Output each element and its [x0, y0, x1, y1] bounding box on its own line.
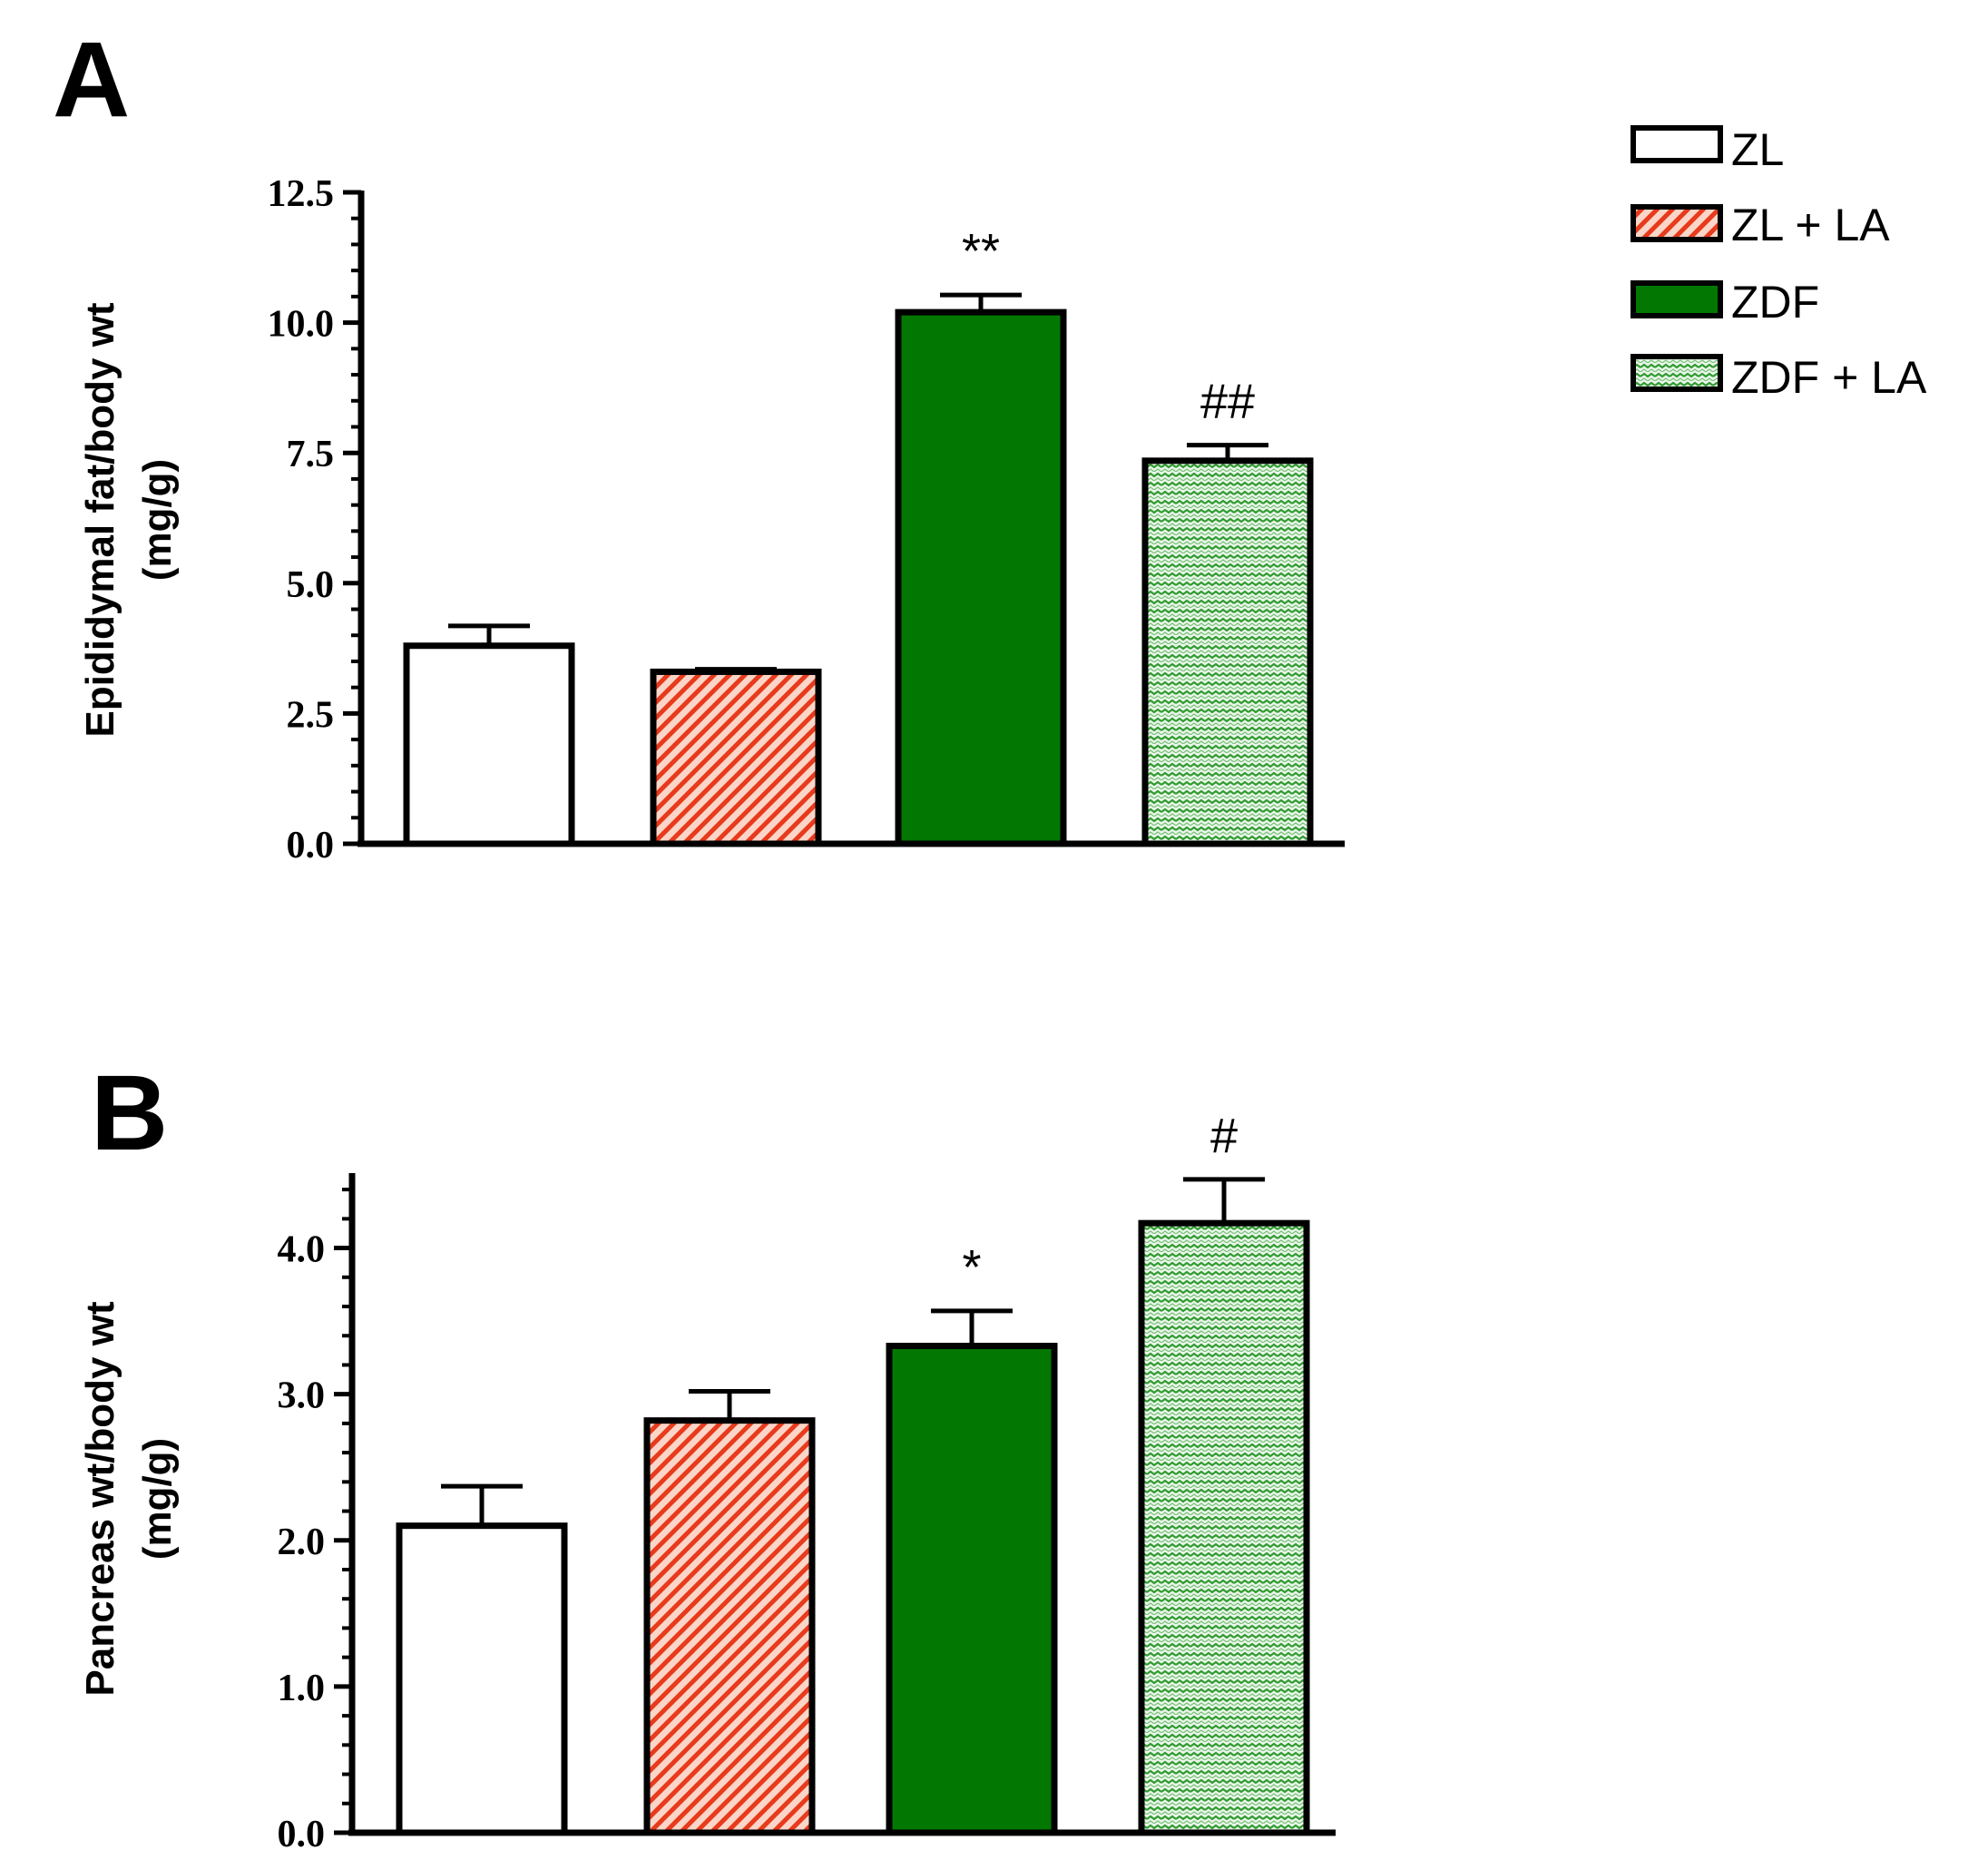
legend-label-zl: ZL [1731, 124, 1784, 175]
panel-a: A Epididymal fat/body wt (mg/g) 0.0 2.5 5.… [53, 20, 1345, 866]
legend-label-zdf: ZDF [1731, 277, 1819, 328]
panel-b-tick-label: 4.0 [278, 1229, 326, 1271]
panel-a-bar-zdf [895, 308, 1067, 847]
panel-b-tick-label: 1.0 [278, 1668, 326, 1709]
legend-swatch-zl [1631, 125, 1723, 163]
panel-b-bar-zdf [886, 1343, 1058, 1836]
panel-a-tick-label: 2.5 [287, 694, 335, 736]
panel-a-y-ticks: 0.0 2.5 5.0 7.5 10.0 12.5 [268, 173, 361, 866]
panel-b-tick-label: 3.0 [278, 1375, 326, 1417]
panel-a-bars [403, 308, 1314, 847]
panel-a-tick-label: 10.0 [268, 304, 335, 346]
panel-b-significance-zdf: * [962, 1240, 981, 1295]
legend-item-zdf-la: ZDF + LA [1631, 352, 1927, 403]
panel-b-error-bars [441, 1177, 1265, 1526]
panel-label-a: A [53, 20, 130, 140]
panel-a-tick-label: 7.5 [287, 434, 335, 475]
legend-label-zdf-la: ZDF + LA [1731, 352, 1927, 403]
panel-a-significance-zdf-la: ## [1200, 375, 1255, 429]
panel-b-significance-zdf-la: # [1210, 1109, 1238, 1163]
legend-swatch-zdf [1631, 280, 1723, 318]
panel-b-y-axis-title: Pancreas wt/body wt [78, 1301, 122, 1697]
panel-a-tick-label: 5.0 [287, 564, 335, 606]
legend-item-zl: ZL [1631, 124, 1784, 175]
legend-item-zl-la: ZL + LA [1631, 200, 1890, 250]
panel-b-bars [396, 1219, 1310, 1836]
panel-a-bar-zl-la [650, 668, 822, 847]
legend-label-zl-la: ZL + LA [1731, 200, 1890, 250]
panel-a-y-axis-unit: (mg/g) [135, 459, 180, 581]
legend-item-zdf: ZDF [1631, 277, 1819, 328]
panel-b-bar-zl-la [643, 1417, 816, 1836]
panel-a-bar-zl [403, 642, 575, 847]
panel-a-error-bars [448, 292, 1268, 672]
legend-swatch-zdf-la [1631, 354, 1723, 392]
panel-b-significance-marks: *# [962, 1109, 1238, 1295]
panel-a-significance-zdf: ** [962, 224, 1000, 279]
panel-a-tick-label: 0.0 [287, 825, 335, 866]
panel-b-y-axis-unit: (mg/g) [135, 1438, 180, 1560]
legend-swatch-zl-la [1631, 204, 1723, 242]
panel-label-b: B [91, 1053, 168, 1173]
panel-a-tick-label: 12.5 [268, 173, 335, 215]
panel-a-bar-zdf-la [1141, 457, 1314, 847]
panel-b-tick-label: 2.0 [278, 1522, 326, 1563]
panel-a-significance-marks: ** ## [962, 224, 1255, 428]
panel-b-y-ticks: 0.0 1.0 2.0 3.0 4.0 [278, 1188, 352, 1855]
panel-b-bar-zdf-la [1138, 1219, 1310, 1836]
panel-b: B Pancreas wt/body wt (mg/g) 0.0 1.0 2.0 3.… [78, 1053, 1336, 1855]
panel-b-bar-zl [396, 1522, 568, 1836]
panel-a-y-axis-title: Epididymal fat/body wt [78, 302, 122, 737]
panel-b-tick-label: 0.0 [278, 1814, 326, 1855]
legend: ZL ZL + LA ZDF ZDF + LA [1631, 124, 1927, 403]
